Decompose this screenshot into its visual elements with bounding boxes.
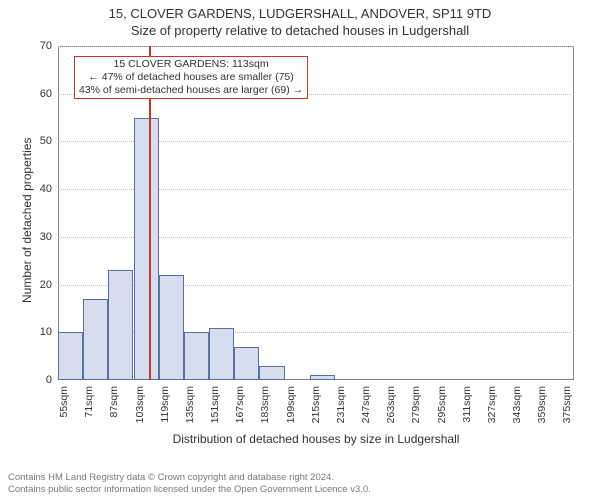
x-tick-label: 247sqm (360, 384, 372, 423)
x-tick-label: 295sqm (436, 384, 448, 423)
x-tick-label: 327sqm (486, 384, 498, 423)
chart-container: 15, CLOVER GARDENS, LUDGERSHALL, ANDOVER… (0, 0, 600, 500)
y-tick-label: 40 (40, 183, 58, 195)
x-tick-label: 71sqm (83, 384, 95, 418)
footer-line1: Contains HM Land Registry data © Crown c… (8, 472, 371, 484)
y-tick-label: 0 (46, 374, 58, 386)
annotation-line1: 15 CLOVER GARDENS: 113sqm (79, 58, 303, 71)
footer: Contains HM Land Registry data © Crown c… (8, 472, 371, 496)
x-tick-label: 343sqm (511, 384, 523, 423)
x-tick-label: 311sqm (461, 384, 473, 423)
x-tick-label: 55sqm (58, 384, 70, 418)
y-axis-title: Number of detached properties (20, 138, 34, 303)
x-tick-label: 167sqm (234, 384, 246, 423)
y-tick-label: 60 (40, 88, 58, 100)
histogram-bar (259, 366, 284, 380)
x-tick-label: 135sqm (184, 384, 196, 423)
x-tick-label: 103sqm (134, 384, 146, 423)
y-tick-label: 10 (40, 326, 58, 338)
x-axis-title: Distribution of detached houses by size … (58, 432, 574, 446)
x-tick-label: 279sqm (410, 384, 422, 423)
y-tick-label: 70 (40, 40, 58, 52)
histogram-bar (83, 299, 108, 380)
x-tick-label: 215sqm (310, 384, 322, 423)
x-tick-label: 231sqm (335, 384, 347, 423)
x-tick-label: 359sqm (536, 384, 548, 423)
title-line2: Size of property relative to detached ho… (0, 23, 600, 38)
x-tick-label: 87sqm (108, 384, 120, 418)
annotation-line3: 43% of semi-detached houses are larger (… (79, 84, 303, 97)
histogram-bar (209, 328, 234, 380)
annotation-line2: ← 47% of detached houses are smaller (75… (79, 71, 303, 84)
histogram-bar (58, 332, 83, 380)
histogram-bar (184, 332, 209, 380)
annotation-box: 15 CLOVER GARDENS: 113sqm ← 47% of detac… (74, 56, 308, 99)
histogram-bar (134, 118, 159, 380)
histogram-bar (159, 275, 184, 380)
title-line1: 15, CLOVER GARDENS, LUDGERSHALL, ANDOVER… (0, 6, 600, 21)
x-tick-label: 199sqm (285, 384, 297, 423)
y-tick-label: 30 (40, 231, 58, 243)
x-tick-label: 263sqm (385, 384, 397, 423)
x-tick-label: 375sqm (561, 384, 573, 423)
y-tick-label: 20 (40, 279, 58, 291)
footer-line2: Contains public sector information licen… (8, 484, 371, 496)
x-tick-label: 119sqm (159, 384, 171, 423)
histogram-bar (234, 347, 259, 380)
grid-line (58, 46, 574, 47)
title-block: 15, CLOVER GARDENS, LUDGERSHALL, ANDOVER… (0, 6, 600, 38)
y-tick-label: 50 (40, 135, 58, 147)
histogram-bar (310, 375, 335, 380)
histogram-bar (108, 270, 133, 380)
x-tick-label: 183sqm (259, 384, 271, 423)
x-tick-label: 151sqm (209, 384, 221, 423)
